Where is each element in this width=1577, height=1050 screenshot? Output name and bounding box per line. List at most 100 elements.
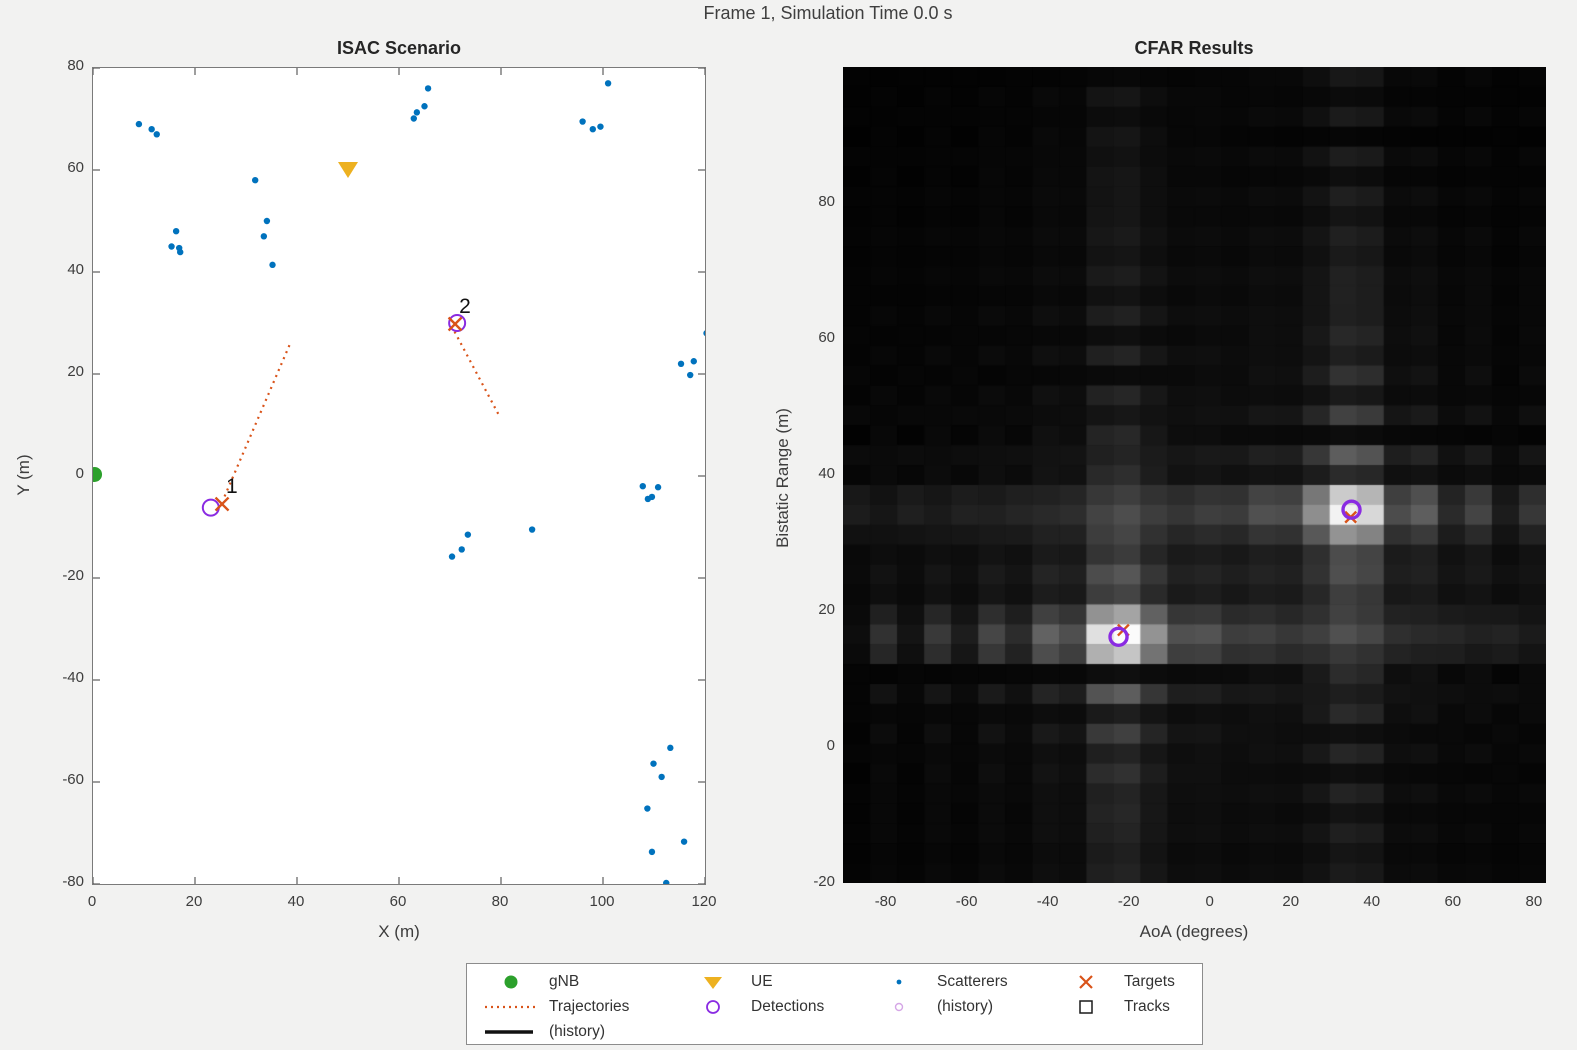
scatterer-dot <box>604 80 612 87</box>
scatterer-dot <box>648 493 656 501</box>
cfar-results-title: CFAR Results <box>1134 38 1254 58</box>
scatterer-dot <box>269 261 276 269</box>
x-axis-label-right: AoA (degrees) <box>1139 922 1249 941</box>
scatterer-dot <box>579 118 586 125</box>
scatterer-dot <box>448 553 456 560</box>
y-tick-label-left-plot: -60 <box>62 771 84 788</box>
legend-label-detections: Detections <box>751 998 825 1015</box>
x-tick-label-cfar: 20 <box>1282 893 1300 910</box>
scatterer-dot <box>648 848 656 856</box>
y-tick-label-left-plot: -80 <box>62 873 84 890</box>
x-tick-label-cfar: 80 <box>1525 893 1543 910</box>
scatterer-dot <box>260 233 268 240</box>
scatterer-dot <box>687 371 694 379</box>
legend-label-targets: Targets <box>1124 973 1175 990</box>
cfar-detection-marker <box>1108 626 1129 648</box>
scatterer-dot <box>458 546 465 553</box>
target-number-label: 1 <box>226 475 238 498</box>
cfar-heatmap-canvas <box>843 67 1546 883</box>
x-tick-label-cfar: 60 <box>1444 893 1462 910</box>
cfar-markers-overlay <box>1108 499 1362 648</box>
cfar-detection-marker <box>1341 499 1362 520</box>
isac-scenario-canvas: 12 <box>93 68 705 884</box>
target-number-label: 2 <box>459 295 471 318</box>
x-tick-label-cfar: 40 <box>1363 893 1381 910</box>
scatterer-dot <box>148 126 155 133</box>
target-marker <box>1075 972 1097 992</box>
scatterer-dot <box>597 123 604 130</box>
x-tick-label-left-plot: 80 <box>491 893 509 910</box>
x-tick-label-left-plot: 60 <box>389 893 407 910</box>
x-tick-label-left-plot: 100 <box>589 893 615 910</box>
x-tick-label-left-plot: 120 <box>691 893 717 910</box>
legend-label-ue: UE <box>751 973 773 990</box>
x-tick-label-cfar: -20 <box>1117 893 1140 910</box>
detection-marker <box>448 314 467 332</box>
x-tick-label-cfar: -80 <box>874 893 897 910</box>
y-tick-label-left-plot: 0 <box>75 465 84 482</box>
ue-marker <box>338 162 358 178</box>
cfar-results-plot <box>843 67 1546 883</box>
scatterer-dot <box>589 126 596 133</box>
y-tick-label-left-plot: 20 <box>67 363 84 380</box>
gnb-marker <box>93 466 103 482</box>
legend-label-tracks: Tracks <box>1124 998 1170 1015</box>
scatterer-marker <box>888 972 910 992</box>
legend-label-gnb: gNB <box>549 973 580 990</box>
scatterer-dot <box>413 109 421 116</box>
scatterer-dot <box>703 330 705 337</box>
scatterer-dot <box>663 879 670 884</box>
scatterer-dot <box>168 243 175 250</box>
scatterer-dot <box>177 248 184 256</box>
legend: gNB UE Scatterers Targets Trajectories Detect… <box>466 963 1203 1045</box>
history-line <box>483 1022 539 1042</box>
track-marker <box>1075 997 1097 1017</box>
y-tick-label-cfar: 0 <box>826 737 835 754</box>
x-tick-label-left-plot: 0 <box>87 893 97 910</box>
x-tick-label-cfar: 0 <box>1205 893 1214 910</box>
y-tick-label-left-plot: 60 <box>67 159 84 176</box>
y-tick-label-cfar: 80 <box>818 193 835 210</box>
detection-marker <box>201 498 220 517</box>
legend-label-history: (history) <box>549 1023 605 1040</box>
scatterer-dot <box>658 773 665 781</box>
target-x-marker <box>447 316 463 332</box>
scatterer-dot <box>654 484 662 491</box>
gnb-marker <box>500 972 522 992</box>
y-tick-label-left-plot: -40 <box>62 669 84 686</box>
scatterer-dot <box>677 360 685 367</box>
y-tick-label-left-plot: 40 <box>67 261 84 278</box>
trajectory-line <box>483 997 539 1017</box>
x-tick-label-cfar: -60 <box>955 893 978 910</box>
legend-label-trajectories: Trajectories <box>549 998 630 1015</box>
x-tick-label-left-plot: 40 <box>287 893 305 910</box>
legend-label-history: (history) <box>937 998 993 1015</box>
scatterer-dot <box>639 483 646 490</box>
y-tick-label-cfar: -20 <box>813 873 835 890</box>
scatterer-dot <box>644 805 651 812</box>
x-axis-label-left: X (m) <box>378 922 420 941</box>
x-tick-label-left-plot: 20 <box>185 893 203 910</box>
y-tick-label-cfar: 60 <box>818 329 835 346</box>
trajectory-line <box>223 341 292 497</box>
y-tick-label-cfar: 20 <box>818 601 835 618</box>
scatterer-dot <box>135 120 143 128</box>
isac-scenario-title: ISAC Scenario <box>336 38 462 58</box>
scatterer-dot <box>690 358 697 365</box>
scatterer-dot <box>153 131 160 138</box>
y-tick-label-left-plot: 80 <box>67 57 84 74</box>
detection-marker <box>702 997 724 1017</box>
scatterer-dot <box>680 838 688 845</box>
trajectory-line <box>453 331 500 415</box>
scatterer-dot <box>424 85 432 92</box>
scatterer-dot <box>263 217 271 225</box>
target-x-marker <box>214 496 230 512</box>
y-tick-label-left-plot: -20 <box>62 567 84 584</box>
scatterer-dot <box>650 760 657 767</box>
y-axis-label-left: Y (m) <box>14 454 33 496</box>
scatterer-dot <box>421 103 428 110</box>
scatterer-dot <box>172 228 180 235</box>
history-marker <box>888 997 910 1017</box>
